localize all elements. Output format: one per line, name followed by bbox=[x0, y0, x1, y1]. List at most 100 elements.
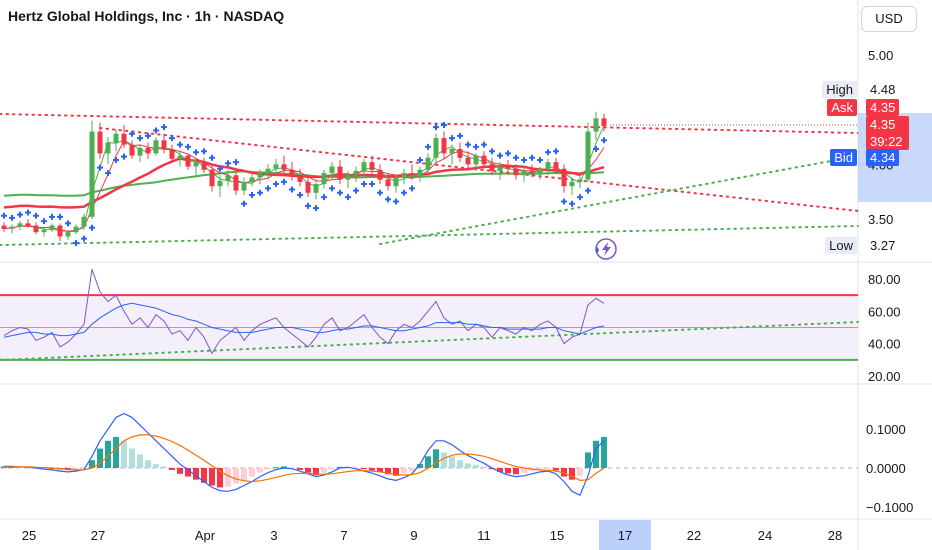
last-price-value: 4.35 bbox=[866, 116, 909, 133]
sar-point bbox=[385, 196, 391, 203]
candle-body bbox=[313, 184, 319, 193]
sar-point bbox=[345, 194, 351, 201]
candle-body bbox=[361, 162, 367, 171]
candle-body bbox=[393, 177, 399, 187]
sar-point bbox=[25, 209, 31, 216]
sar-point bbox=[81, 235, 87, 242]
sar-point bbox=[281, 178, 287, 185]
macd-histogram-bar bbox=[89, 460, 95, 468]
macd-histogram-bar bbox=[257, 468, 263, 473]
candle-body bbox=[369, 162, 375, 170]
symbol-title[interactable]: Hertz Global Holdings, Inc · 1h · NASDAQ bbox=[8, 8, 285, 24]
sar-point bbox=[481, 141, 487, 148]
sar-point bbox=[593, 146, 599, 153]
macd-histogram-bar bbox=[169, 468, 175, 470]
candle-body bbox=[441, 138, 447, 154]
candle-body bbox=[497, 166, 503, 171]
macd-histogram-bar bbox=[561, 468, 567, 477]
sar-point bbox=[337, 189, 343, 196]
candle-body bbox=[129, 144, 135, 156]
macd-histogram-bar bbox=[425, 456, 431, 468]
sar-point bbox=[441, 121, 447, 128]
time-tick-label: 22 bbox=[687, 528, 701, 543]
sar-point bbox=[433, 124, 439, 131]
macd-histogram-bar bbox=[513, 468, 519, 475]
candle-body bbox=[585, 131, 591, 180]
sar-point bbox=[209, 154, 215, 161]
flash-icon[interactable] bbox=[595, 238, 617, 260]
sar-point bbox=[473, 143, 479, 150]
sar-point bbox=[17, 211, 23, 218]
macd-histogram-bar bbox=[401, 468, 407, 474]
sar-point bbox=[297, 191, 303, 198]
macd-histogram-bar bbox=[377, 468, 383, 472]
rsi-tick-label: 40.00 bbox=[868, 337, 901, 352]
macd-tick-label: −0.1000 bbox=[866, 500, 913, 515]
low-label: Low bbox=[825, 237, 857, 254]
sar-point bbox=[169, 135, 175, 142]
macd-histogram-bar bbox=[417, 464, 423, 468]
sar-point bbox=[369, 181, 375, 188]
sar-point bbox=[289, 186, 295, 193]
candle-body bbox=[529, 170, 535, 174]
currency-button[interactable]: USD bbox=[861, 6, 917, 32]
macd-histogram-bar bbox=[313, 468, 319, 476]
ma-fast-red-line bbox=[3, 140, 605, 232]
candle-body bbox=[225, 175, 231, 181]
high-label: High bbox=[822, 81, 857, 98]
macd-histogram-bar bbox=[505, 468, 511, 474]
macd-histogram-bar bbox=[545, 468, 551, 469]
sar-point bbox=[257, 189, 263, 196]
candle-body bbox=[161, 140, 167, 150]
candle-body bbox=[1, 225, 7, 229]
sar-point bbox=[217, 165, 223, 172]
time-tick-label: Apr bbox=[195, 528, 216, 543]
time-tick-label: 11 bbox=[477, 528, 491, 543]
candle-body bbox=[185, 155, 191, 167]
candle-body bbox=[513, 168, 519, 176]
candle-body bbox=[601, 118, 607, 127]
sar-point bbox=[313, 205, 319, 212]
time-tick-label: 3 bbox=[270, 528, 277, 543]
candle-body bbox=[201, 162, 207, 170]
rsi-line bbox=[3, 269, 605, 355]
sar-point bbox=[49, 213, 55, 220]
sar-point bbox=[585, 187, 591, 194]
candle-body bbox=[9, 226, 15, 229]
sar-point bbox=[265, 185, 271, 192]
candle-body bbox=[281, 164, 287, 170]
candle-body bbox=[385, 179, 391, 187]
candles bbox=[1, 111, 607, 241]
macd-histogram-bar bbox=[473, 464, 479, 468]
sar-point bbox=[353, 187, 359, 194]
macd-histogram-bar bbox=[321, 468, 327, 473]
sar-point bbox=[273, 181, 279, 188]
sar-point bbox=[321, 194, 327, 201]
candle-body bbox=[353, 170, 359, 176]
rsi-tick-label: 20.00 bbox=[868, 369, 901, 384]
macd-signal-line bbox=[3, 434, 605, 483]
rsi-pane bbox=[0, 269, 859, 361]
macd-tick-label: 0.0000 bbox=[866, 461, 906, 476]
sar-point bbox=[105, 170, 111, 177]
sar-point bbox=[33, 212, 39, 219]
sar-point bbox=[249, 191, 255, 198]
bid-label: Bid bbox=[830, 149, 857, 166]
macd-histogram-bar bbox=[441, 452, 447, 468]
candle-body bbox=[417, 169, 423, 176]
candle-body bbox=[33, 225, 39, 233]
sar-point bbox=[129, 130, 135, 137]
candle-body bbox=[137, 147, 143, 156]
time-tick-label: 27 bbox=[91, 528, 105, 543]
macd-line bbox=[4, 412, 605, 497]
candle-body bbox=[249, 177, 255, 182]
macd-histogram-bar bbox=[289, 467, 295, 469]
sar-point bbox=[137, 135, 143, 142]
sar-point bbox=[361, 181, 367, 188]
macd-histogram-bar bbox=[585, 452, 591, 468]
sar-point bbox=[233, 159, 239, 166]
bar-countdown: 39:22 bbox=[866, 133, 909, 150]
candle-body bbox=[401, 173, 407, 178]
time-tick-label: 24 bbox=[758, 528, 772, 543]
